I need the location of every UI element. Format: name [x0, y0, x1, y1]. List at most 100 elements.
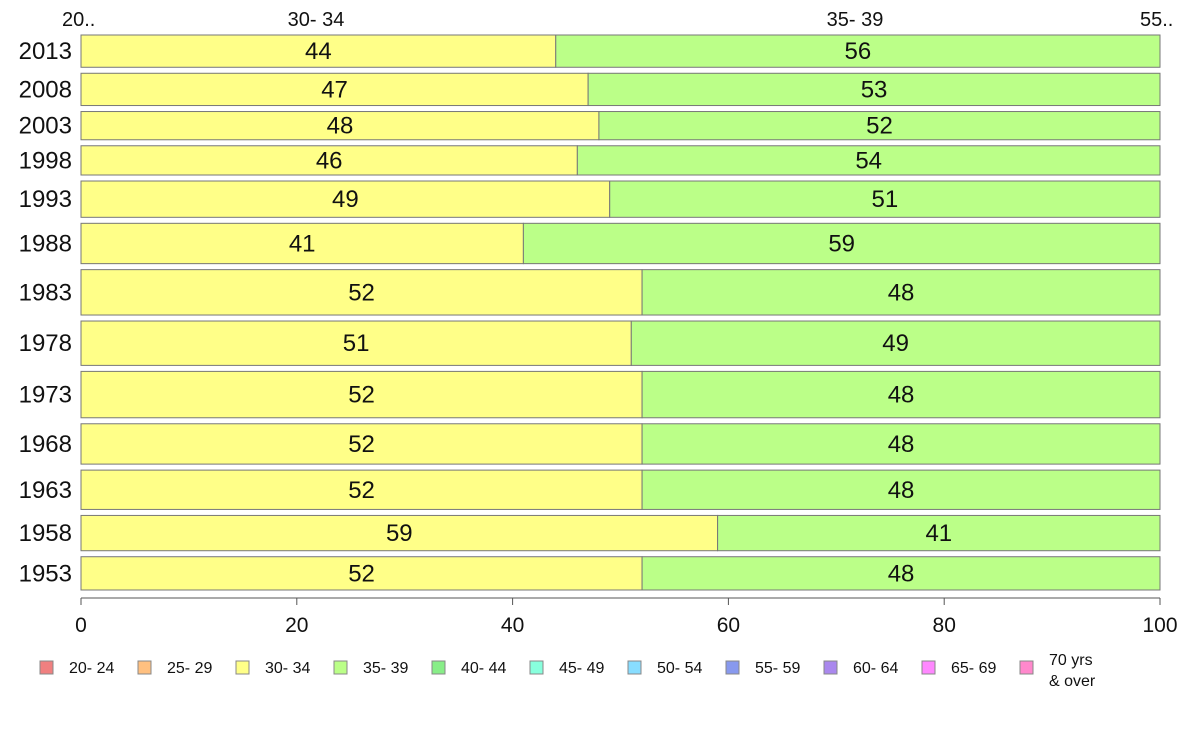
legend-swatch	[235, 660, 250, 675]
bar-segment	[80, 469, 643, 510]
bar-segment	[80, 556, 643, 591]
data-label: 56	[845, 38, 872, 65]
bar-segment	[80, 514, 719, 552]
data-label: 59	[386, 520, 413, 547]
bar-segment	[641, 269, 1161, 316]
y-tick-label: 2003	[19, 113, 72, 140]
data-label: 52	[866, 113, 893, 140]
bar-segment	[630, 320, 1161, 366]
y-tick-label: 2008	[19, 76, 72, 103]
legend-label: 70 yrs & over	[1049, 652, 1096, 690]
x-tick-label: 80	[933, 614, 956, 637]
y-tick-label: 1968	[19, 431, 72, 458]
data-label: 48	[888, 279, 915, 306]
y-tick-label: 1983	[19, 279, 72, 306]
x-tick-label: 100	[1142, 614, 1177, 637]
bar-segment	[80, 269, 643, 316]
legend-swatch	[627, 660, 642, 675]
bar-segment	[609, 180, 1161, 218]
legend-label: 55- 59	[755, 660, 800, 677]
legend-label: 45- 49	[559, 660, 604, 677]
data-label: 46	[316, 147, 343, 174]
legend: 20- 24 25- 29 30- 34 35- 39 40- 44 45- 49 50- …	[39, 652, 1096, 690]
y-tick-label: 1988	[19, 230, 72, 257]
data-label: 51	[343, 330, 370, 357]
y-tick-label: 1993	[19, 186, 72, 213]
legend-swatch	[333, 660, 348, 675]
bar-segment	[80, 145, 578, 176]
x-axis: 0 20 40 60 80 100	[75, 597, 1178, 637]
data-label: 59	[828, 230, 855, 257]
top-label: 35- 39	[827, 9, 884, 31]
bar-segment	[80, 34, 557, 68]
legend-label: 65- 69	[951, 660, 996, 677]
bar-segment	[555, 34, 1161, 68]
data-label: 44	[305, 38, 332, 65]
legend-swatch	[921, 660, 936, 675]
top-category-labels: 20.. 30- 34 35- 39 55..	[62, 9, 1173, 31]
legend-label: 50- 54	[657, 660, 702, 677]
data-label: 48	[888, 560, 915, 587]
bar-segment	[587, 72, 1161, 107]
data-label: 52	[348, 431, 375, 458]
data-label: 53	[861, 76, 888, 103]
top-label: 55..	[1140, 9, 1173, 31]
legend-label: 30- 34	[265, 660, 310, 677]
legend-swatch	[1019, 660, 1034, 675]
legend-label: 20- 24	[69, 660, 114, 677]
bar-segment	[641, 556, 1161, 591]
legend-label: 35- 39	[363, 660, 408, 677]
data-label: 49	[882, 330, 909, 357]
data-label: 48	[888, 477, 915, 504]
data-label: 47	[321, 76, 348, 103]
bar-segment	[598, 111, 1161, 141]
legend-swatch	[137, 660, 152, 675]
data-label: 41	[925, 520, 952, 547]
y-tick-label: 1963	[19, 477, 72, 504]
bar-segment	[717, 514, 1161, 552]
x-tick-label: 0	[75, 614, 87, 637]
bar-segment	[80, 180, 611, 218]
y-tick-label: 1998	[19, 147, 72, 174]
x-tick-label: 40	[501, 614, 524, 637]
y-tick-label: 1958	[19, 520, 72, 547]
bar-segment	[80, 72, 589, 107]
y-tick-label: 1978	[19, 330, 72, 357]
data-label: 52	[348, 477, 375, 504]
data-label: 48	[888, 382, 915, 409]
bar-segment	[641, 370, 1161, 419]
top-label: 30- 34	[288, 9, 345, 31]
data-label: 51	[872, 186, 899, 213]
bar-segment	[576, 145, 1161, 176]
legend-swatch	[823, 660, 838, 675]
data-label: 48	[327, 113, 354, 140]
legend-swatch	[39, 660, 54, 675]
data-label: 52	[348, 560, 375, 587]
legend-label: 60- 64	[853, 660, 898, 677]
bar-segment	[80, 370, 643, 419]
legend-label: 40- 44	[461, 660, 506, 677]
legend-swatch	[725, 660, 740, 675]
bar-segment	[80, 423, 643, 465]
bar-segment	[641, 423, 1161, 465]
data-label: 52	[348, 382, 375, 409]
x-tick-label: 60	[717, 614, 740, 637]
bar-segment	[80, 111, 600, 141]
legend-swatch	[431, 660, 446, 675]
bar-segment	[522, 222, 1161, 265]
data-label: 48	[888, 431, 915, 458]
legend-swatch	[529, 660, 544, 675]
bar-segment	[641, 469, 1161, 510]
bars-layer: 2013 44 56 2008 47 53 2003 48 52 1998 46 54 1993 49 51…	[19, 34, 1161, 591]
data-label: 54	[855, 147, 882, 174]
x-tick-label: 20	[285, 614, 308, 637]
y-tick-label: 1973	[19, 382, 72, 409]
legend-label: 25- 29	[167, 660, 212, 677]
data-label: 49	[332, 186, 359, 213]
top-label: 20..	[62, 9, 95, 31]
data-label: 52	[348, 279, 375, 306]
data-label: 41	[289, 230, 316, 257]
y-tick-label: 1953	[19, 560, 72, 587]
y-tick-label: 2013	[19, 38, 72, 65]
